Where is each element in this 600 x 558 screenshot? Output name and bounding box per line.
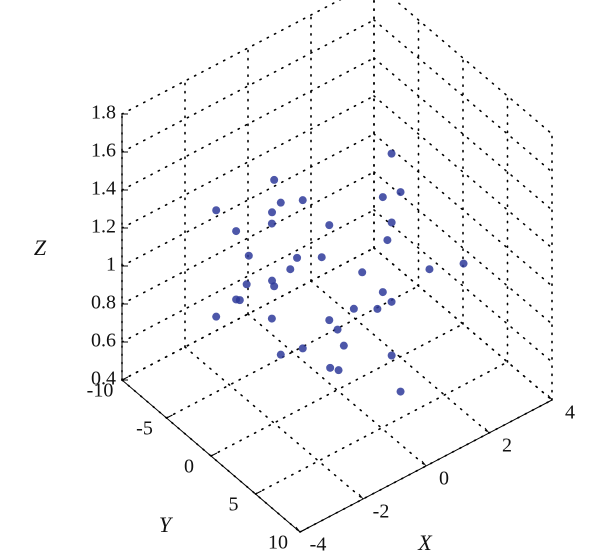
y-tick (166, 414, 173, 419)
y-tick-label: 0 (184, 456, 194, 478)
point (286, 265, 295, 274)
x-tick-label: -2 (373, 501, 390, 523)
x-tick (295, 526, 301, 533)
x-tick (358, 493, 364, 500)
grid-line (121, 133, 375, 267)
point (387, 149, 396, 158)
z-tick-label: 1 (106, 254, 116, 276)
x-tick-label: -4 (310, 534, 327, 556)
x-tick-label: 4 (565, 402, 575, 424)
point (242, 280, 251, 289)
point (378, 193, 387, 202)
point (383, 236, 392, 245)
x-tick (421, 460, 427, 467)
point (349, 304, 358, 313)
y-tick (299, 528, 307, 533)
point (317, 253, 326, 262)
z-tick-label: 0.8 (91, 292, 116, 314)
x-tick (484, 427, 490, 434)
y-axis-label: Y (159, 512, 174, 537)
x-tick-label: 0 (439, 468, 449, 490)
point (326, 363, 335, 372)
point (333, 325, 342, 334)
point (235, 296, 244, 305)
x-tick (547, 394, 553, 401)
z-tick-label: 1.8 (91, 102, 116, 124)
z-tick-label: 1.2 (91, 216, 116, 238)
point (425, 265, 434, 274)
z-tick-label: 1.4 (91, 178, 116, 200)
z-tick-label: 0.4 (91, 368, 116, 390)
point (396, 387, 405, 396)
x-axis-label: X (417, 530, 433, 555)
x-tick-label: 2 (502, 435, 512, 457)
grid-line (254, 361, 509, 495)
grid-line (121, 0, 342, 115)
grid-line (121, 171, 375, 305)
grid-line (121, 95, 375, 229)
y-tick (210, 452, 218, 457)
point (276, 350, 285, 359)
point (339, 341, 348, 350)
point (334, 366, 343, 375)
point (298, 344, 307, 353)
grid-line (121, 57, 375, 191)
y-tick-label: -5 (136, 418, 153, 440)
point (378, 288, 387, 297)
z-tick-label: 0.6 (91, 330, 116, 352)
grid-line (121, 19, 375, 153)
point (267, 314, 276, 323)
point (268, 208, 277, 217)
y-tick-label: -10 (87, 380, 114, 402)
point (396, 188, 405, 197)
point (212, 312, 221, 321)
point (358, 268, 367, 277)
grid-line (210, 323, 464, 457)
point (244, 251, 253, 260)
point (373, 304, 382, 313)
point (387, 218, 396, 227)
grid-line (121, 209, 375, 343)
grid-line (121, 247, 375, 381)
point (459, 259, 468, 268)
y-tick-label: 5 (229, 494, 239, 516)
z-tick-label: 1.6 (91, 140, 116, 162)
point (270, 175, 279, 184)
point (232, 227, 241, 236)
z-axis-label: Z (34, 235, 47, 260)
point (325, 316, 334, 325)
point (267, 219, 276, 228)
point (212, 206, 221, 215)
point (325, 221, 334, 230)
point (298, 196, 307, 205)
point (387, 297, 396, 306)
point (293, 253, 302, 262)
point (270, 282, 279, 291)
point (276, 198, 285, 207)
grid-line (373, 19, 553, 173)
point (387, 351, 396, 360)
y-tick (121, 376, 129, 381)
grid-line (393, 0, 553, 135)
y-tick-label: 10 (268, 532, 288, 554)
y-tick (255, 490, 262, 495)
